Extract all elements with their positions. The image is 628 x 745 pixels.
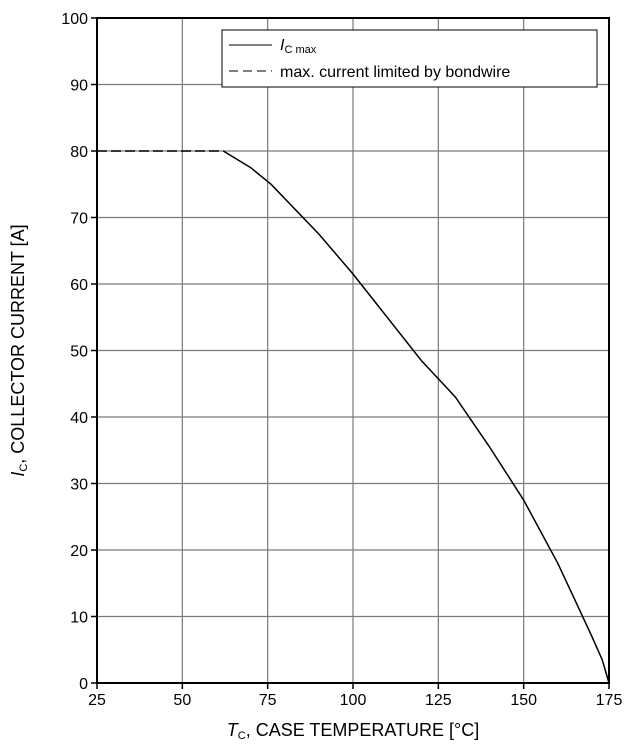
y-tick-label: 80 (70, 144, 88, 161)
y-tick-label: 40 (70, 410, 88, 427)
series-layer (97, 150, 610, 684)
y-tick-label: 50 (70, 344, 88, 361)
y-tick-label: 100 (61, 11, 88, 28)
legend-box (221, 29, 598, 88)
legend-label-bondwire: max. current limited by bondwire (280, 64, 510, 81)
x-tick-label: 125 (425, 692, 452, 709)
y-tick-label: 60 (70, 277, 88, 294)
x-tick-label: 50 (173, 692, 191, 709)
legend: IC max max. current limited by bondwire (221, 29, 598, 88)
y-tick-label: 90 (70, 78, 88, 95)
x-tick-label: 150 (510, 692, 537, 709)
x-tick-label: 25 (88, 692, 106, 709)
y-tick-label: 10 (70, 610, 88, 627)
y-tick-label: 30 (70, 477, 88, 494)
x-axis-ticks: 25 50 75 100 125 150 175 (88, 683, 622, 709)
grid (97, 18, 609, 683)
x-tick-label: 75 (259, 692, 277, 709)
y-axis-ticks: 0 10 20 30 40 50 60 70 80 90 100 (61, 11, 97, 693)
y-tick-label: 0 (79, 676, 88, 693)
y-axis-title: IC, COLLECTOR CURRENT [A] (8, 224, 30, 476)
series-line-ic-max (222, 150, 610, 684)
x-axis-title: TC, CASE TEMPERATURE [°C] (227, 720, 480, 742)
legend-label-ic-max: IC max (280, 37, 317, 56)
y-tick-label: 70 (70, 211, 88, 228)
x-tick-label: 175 (596, 692, 623, 709)
y-tick-label: 20 (70, 543, 88, 560)
x-tick-label: 100 (340, 692, 367, 709)
